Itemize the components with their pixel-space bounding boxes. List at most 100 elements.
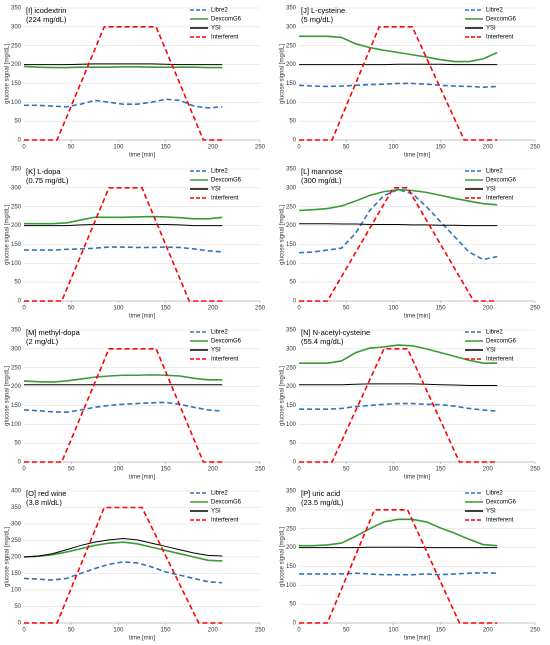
x-tick-label: 100	[113, 306, 124, 312]
x-axis-label: time [min]	[404, 475, 430, 481]
y-tick-label: 350	[286, 489, 297, 495]
series-line	[24, 246, 223, 253]
y-tick-label: 300	[11, 346, 22, 352]
x-tick-label: 100	[388, 628, 399, 634]
panel-subtitle: (23.5 mg/dL)	[301, 498, 344, 507]
y-tick-label: 200	[286, 384, 297, 390]
y-tick-label: 150	[11, 403, 22, 409]
series-line	[24, 506, 223, 624]
x-axis-label: time [min]	[129, 636, 155, 642]
series-line	[24, 26, 223, 141]
series-line	[299, 26, 498, 141]
y-tick-label: 0	[293, 138, 297, 144]
x-tick-label: 200	[208, 467, 219, 473]
x-tick-label: 250	[255, 145, 266, 151]
x-tick-label: 250	[530, 306, 541, 312]
y-tick-label: 150	[286, 564, 297, 570]
y-tick-label: 200	[286, 223, 297, 229]
series-line	[299, 344, 498, 364]
x-tick-label: 150	[436, 306, 447, 312]
y-tick-label: 100	[11, 261, 22, 267]
legend-label: DexcomG6	[211, 178, 242, 184]
panel-title: [O] red wine	[26, 489, 66, 498]
legend-label: Interferent	[486, 357, 514, 363]
legend-label: Interferent	[211, 196, 239, 202]
x-tick-label: 200	[483, 306, 494, 312]
x-tick-label: 50	[68, 467, 75, 473]
legend-label: YSI	[486, 509, 496, 515]
x-tick-label: 250	[530, 628, 541, 634]
y-tick-label: 300	[11, 522, 22, 528]
panel: 0 50 100 150 200 250 300 350 0 50 100 150 200 250 time…	[280, 328, 541, 481]
y-tick-label: 150	[286, 81, 297, 87]
legend-label: DexcomG6	[486, 500, 517, 506]
series-line	[299, 187, 498, 302]
y-tick-label: 350	[11, 167, 22, 173]
series-line	[299, 223, 498, 227]
y-tick-label: 200	[11, 384, 22, 390]
x-tick-label: 0	[297, 145, 301, 151]
x-tick-label: 250	[255, 628, 266, 634]
panel-subtitle: (300 mg/dL)	[301, 176, 342, 185]
x-tick-label: 150	[436, 145, 447, 151]
x-tick-label: 50	[343, 306, 350, 312]
series-line	[24, 215, 223, 225]
panel-subtitle: (3.8 ml/dL)	[26, 498, 62, 507]
y-tick-label: 300	[11, 185, 22, 191]
y-tick-label: 250	[11, 538, 22, 544]
y-tick-label: 100	[286, 422, 297, 428]
y-tick-label: 250	[286, 43, 297, 49]
y-tick-label: 100	[286, 261, 297, 267]
y-tick-label: 50	[289, 280, 296, 286]
y-tick-label: 0	[18, 460, 22, 466]
y-tick-label: 50	[289, 441, 296, 447]
series-line	[23, 401, 223, 414]
y-tick-label: 350	[11, 6, 22, 12]
series-line	[299, 518, 498, 547]
x-tick-label: 150	[161, 306, 172, 312]
y-tick-label: 100	[286, 583, 297, 589]
panel-title: [I] icodextrin	[26, 6, 66, 15]
y-tick-label: 50	[14, 119, 21, 125]
x-tick-label: 150	[161, 467, 172, 473]
panel: 0 50 100 150 200 250 300 350 0 50 100 150 200 250 time…	[5, 167, 266, 320]
y-axis-label: glucose signal [mg/dL]	[5, 205, 11, 265]
series-line	[299, 348, 498, 463]
y-tick-label: 300	[286, 24, 297, 30]
panel-subtitle: (5 mg/dL)	[301, 15, 334, 24]
series-line	[24, 98, 223, 109]
x-tick-label: 0	[22, 628, 26, 634]
x-tick-label: 50	[343, 628, 350, 634]
y-axis-label: glucose signal [mg/dL]	[5, 527, 11, 587]
y-tick-label: 150	[11, 571, 22, 577]
x-axis-label: time [min]	[404, 153, 430, 159]
legend-label: DexcomG6	[211, 500, 242, 506]
y-tick-label: 250	[286, 365, 297, 371]
x-tick-label: 100	[113, 628, 124, 634]
panel-title: [K] L-dopa	[26, 167, 61, 176]
legend-label: DexcomG6	[211, 339, 242, 345]
series-line	[23, 541, 223, 562]
panel-title: [M] methyl-dopa	[26, 328, 81, 337]
x-axis-label: time [min]	[404, 636, 430, 642]
y-tick-label: 150	[286, 403, 297, 409]
y-tick-label: 250	[286, 204, 297, 210]
series-line	[298, 188, 498, 212]
y-tick-label: 100	[11, 588, 22, 594]
y-axis-label: glucose signal [mg/dL]	[280, 205, 286, 265]
legend-label: YSI	[211, 509, 221, 515]
legend-label: YSI	[211, 348, 221, 354]
series-line	[23, 374, 223, 383]
legend-label: Interferent	[486, 35, 514, 41]
y-tick-label: 250	[11, 204, 22, 210]
y-tick-label: 0	[18, 621, 22, 627]
y-tick-label: 300	[11, 24, 22, 30]
x-tick-label: 0	[22, 306, 26, 312]
panel-title: [P] uric acid	[301, 489, 340, 498]
series-line	[299, 402, 498, 412]
y-tick-label: 400	[11, 489, 22, 495]
x-tick-label: 200	[208, 306, 219, 312]
y-tick-label: 350	[286, 328, 297, 334]
y-tick-label: 50	[289, 602, 296, 608]
